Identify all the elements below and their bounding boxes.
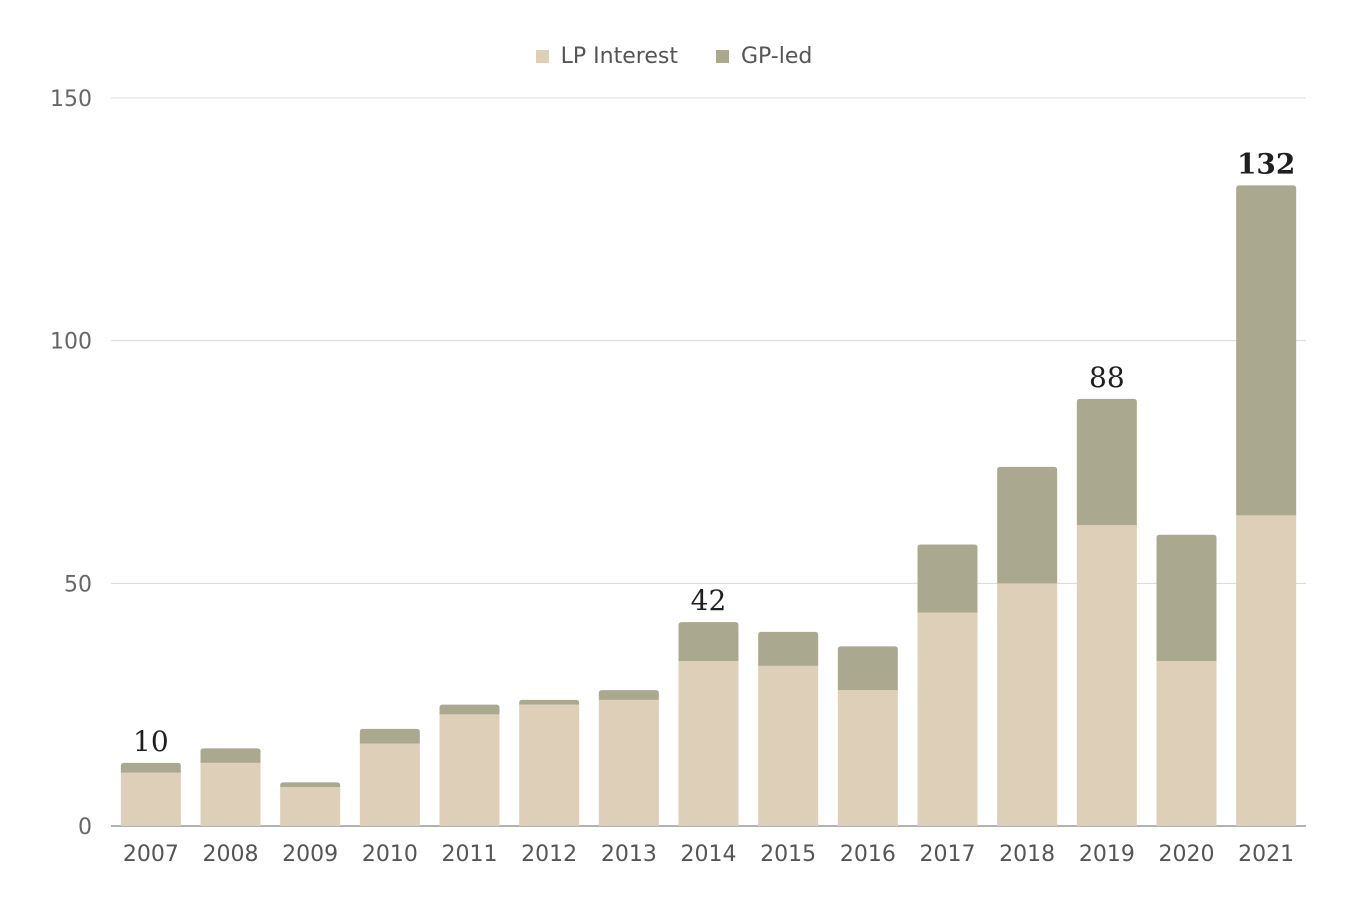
x-tick-label-2008: 2008	[203, 842, 259, 867]
data-label-2007: 10	[133, 725, 169, 758]
x-tick-label-2021: 2021	[1238, 842, 1294, 867]
bar-segment-gp-led-2019	[1076, 398, 1137, 526]
bar-segment-lp-interest-2017	[917, 612, 978, 826]
bar-segment-gp-led-2011	[439, 704, 500, 715]
y-tick-label-100: 100	[50, 330, 92, 355]
x-tick-label-2016: 2016	[840, 842, 896, 867]
y-tick-label-50: 50	[64, 572, 92, 597]
bar-segment-gp-led-2021	[1236, 185, 1297, 516]
bar-segment-lp-interest-2014	[678, 660, 739, 826]
bar-segment-gp-led-2015	[758, 631, 819, 666]
bar-segment-lp-interest-2007	[120, 772, 181, 826]
data-labels: 10 42 88 132	[133, 147, 1295, 758]
bar-segment-lp-interest-2018	[997, 583, 1058, 826]
x-tick-label-2020: 2020	[1159, 842, 1215, 867]
y-tick-label-150: 150	[50, 87, 92, 112]
x-tick-label-2019: 2019	[1079, 842, 1135, 867]
y-axis-ticks: 0 50 100 150	[50, 87, 92, 840]
x-axis-ticks: 2007 2008 2009 2010 2011 2012 2013 2014 2015 2016…	[123, 842, 1294, 867]
x-tick-label-2010: 2010	[362, 842, 418, 867]
x-tick-label-2013: 2013	[601, 842, 657, 867]
x-tick-label-2011: 2011	[442, 842, 498, 867]
bar-segment-lp-interest-2020	[1156, 660, 1217, 826]
bar-segment-gp-led-2017	[917, 544, 978, 613]
bar-segment-gp-led-2012	[519, 699, 580, 705]
bar-segment-lp-interest-2012	[519, 704, 580, 826]
legend-label-gp-led: GP-led	[740, 44, 813, 69]
bar-segment-lp-interest-2011	[439, 714, 500, 826]
bar-segment-gp-led-2020	[1156, 534, 1217, 661]
bar-segment-lp-interest-2010	[359, 743, 420, 826]
chart-legend: LP Interest GP-led	[0, 44, 1348, 69]
data-label-2014: 42	[691, 584, 727, 617]
x-tick-label-2009: 2009	[282, 842, 338, 867]
bar-segment-gp-led-2018	[997, 466, 1058, 584]
x-tick-label-2015: 2015	[760, 842, 816, 867]
data-label-2021: 132	[1237, 147, 1295, 180]
bar-segment-lp-interest-2008	[200, 762, 261, 826]
bar-segment-gp-led-2010	[359, 728, 420, 744]
legend-swatch-gp-led	[715, 50, 729, 63]
bar-segment-lp-interest-2015	[758, 665, 819, 826]
bar-segment-gp-led-2009	[280, 782, 341, 788]
legend-swatch-lp-interest	[535, 50, 549, 63]
bars	[120, 185, 1297, 826]
legend-item-gp-led: GP-led	[715, 44, 813, 69]
bar-segment-gp-led-2008	[200, 748, 261, 763]
y-tick-label-0: 0	[78, 815, 92, 840]
bar-segment-gp-led-2014	[678, 622, 739, 661]
bar-segment-lp-interest-2009	[280, 787, 341, 826]
bar-segment-lp-interest-2019	[1076, 525, 1137, 826]
legend-label-lp-interest: LP Interest	[560, 44, 678, 69]
x-tick-label-2017: 2017	[920, 842, 976, 867]
bar-segment-gp-led-2007	[120, 762, 181, 773]
x-tick-label-2018: 2018	[999, 842, 1055, 867]
x-tick-label-2014: 2014	[681, 842, 737, 867]
bar-segment-gp-led-2013	[598, 690, 659, 700]
legend-item-lp-interest: LP Interest	[535, 44, 678, 69]
bar-segment-lp-interest-2016	[837, 690, 898, 826]
bar-segment-lp-interest-2013	[598, 699, 659, 826]
data-label-2019: 88	[1089, 361, 1125, 394]
x-tick-label-2012: 2012	[521, 842, 577, 867]
bar-segment-lp-interest-2021	[1236, 515, 1297, 826]
bar-segment-gp-led-2016	[837, 646, 898, 691]
x-tick-label-2007: 2007	[123, 842, 179, 867]
